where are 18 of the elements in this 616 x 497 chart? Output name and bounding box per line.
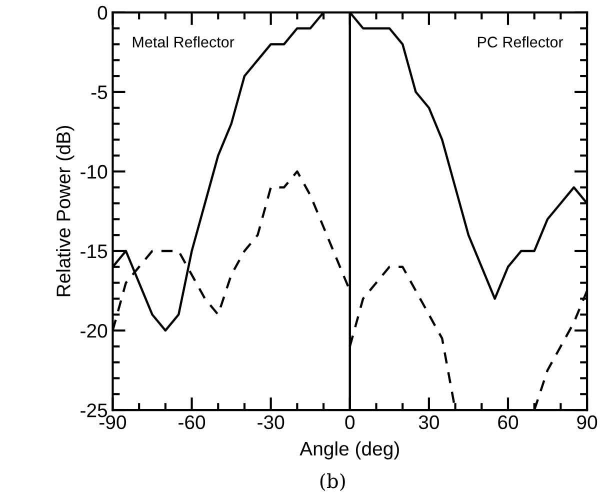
y-tick-label: -15 bbox=[80, 244, 108, 258]
y-tick-label: -20 bbox=[80, 324, 108, 338]
x-tick-label: 90 bbox=[577, 415, 598, 430]
text: (b) bbox=[320, 473, 345, 492]
y-tick-label: -10 bbox=[80, 164, 108, 179]
y-tick-label: -25 bbox=[80, 403, 108, 418]
y-tick-label: 0 bbox=[98, 6, 108, 20]
x-tick-label: 0 bbox=[345, 415, 355, 430]
x-tick-label: -60 bbox=[178, 415, 206, 430]
y-axis-title: Relative Power (dB) bbox=[56, 126, 74, 296]
annotation: Metal Reflector bbox=[132, 36, 234, 48]
annotation: PC Reflector bbox=[478, 36, 564, 48]
y-tick-label: -5 bbox=[91, 86, 108, 100]
x-tick-label: -90 bbox=[100, 415, 126, 430]
x-tick-label: -30 bbox=[258, 415, 284, 430]
x-tick-label: 60 bbox=[498, 415, 518, 430]
x-tick-label: 30 bbox=[418, 415, 439, 430]
x-axis-title: Angle (deg) bbox=[300, 441, 399, 460]
